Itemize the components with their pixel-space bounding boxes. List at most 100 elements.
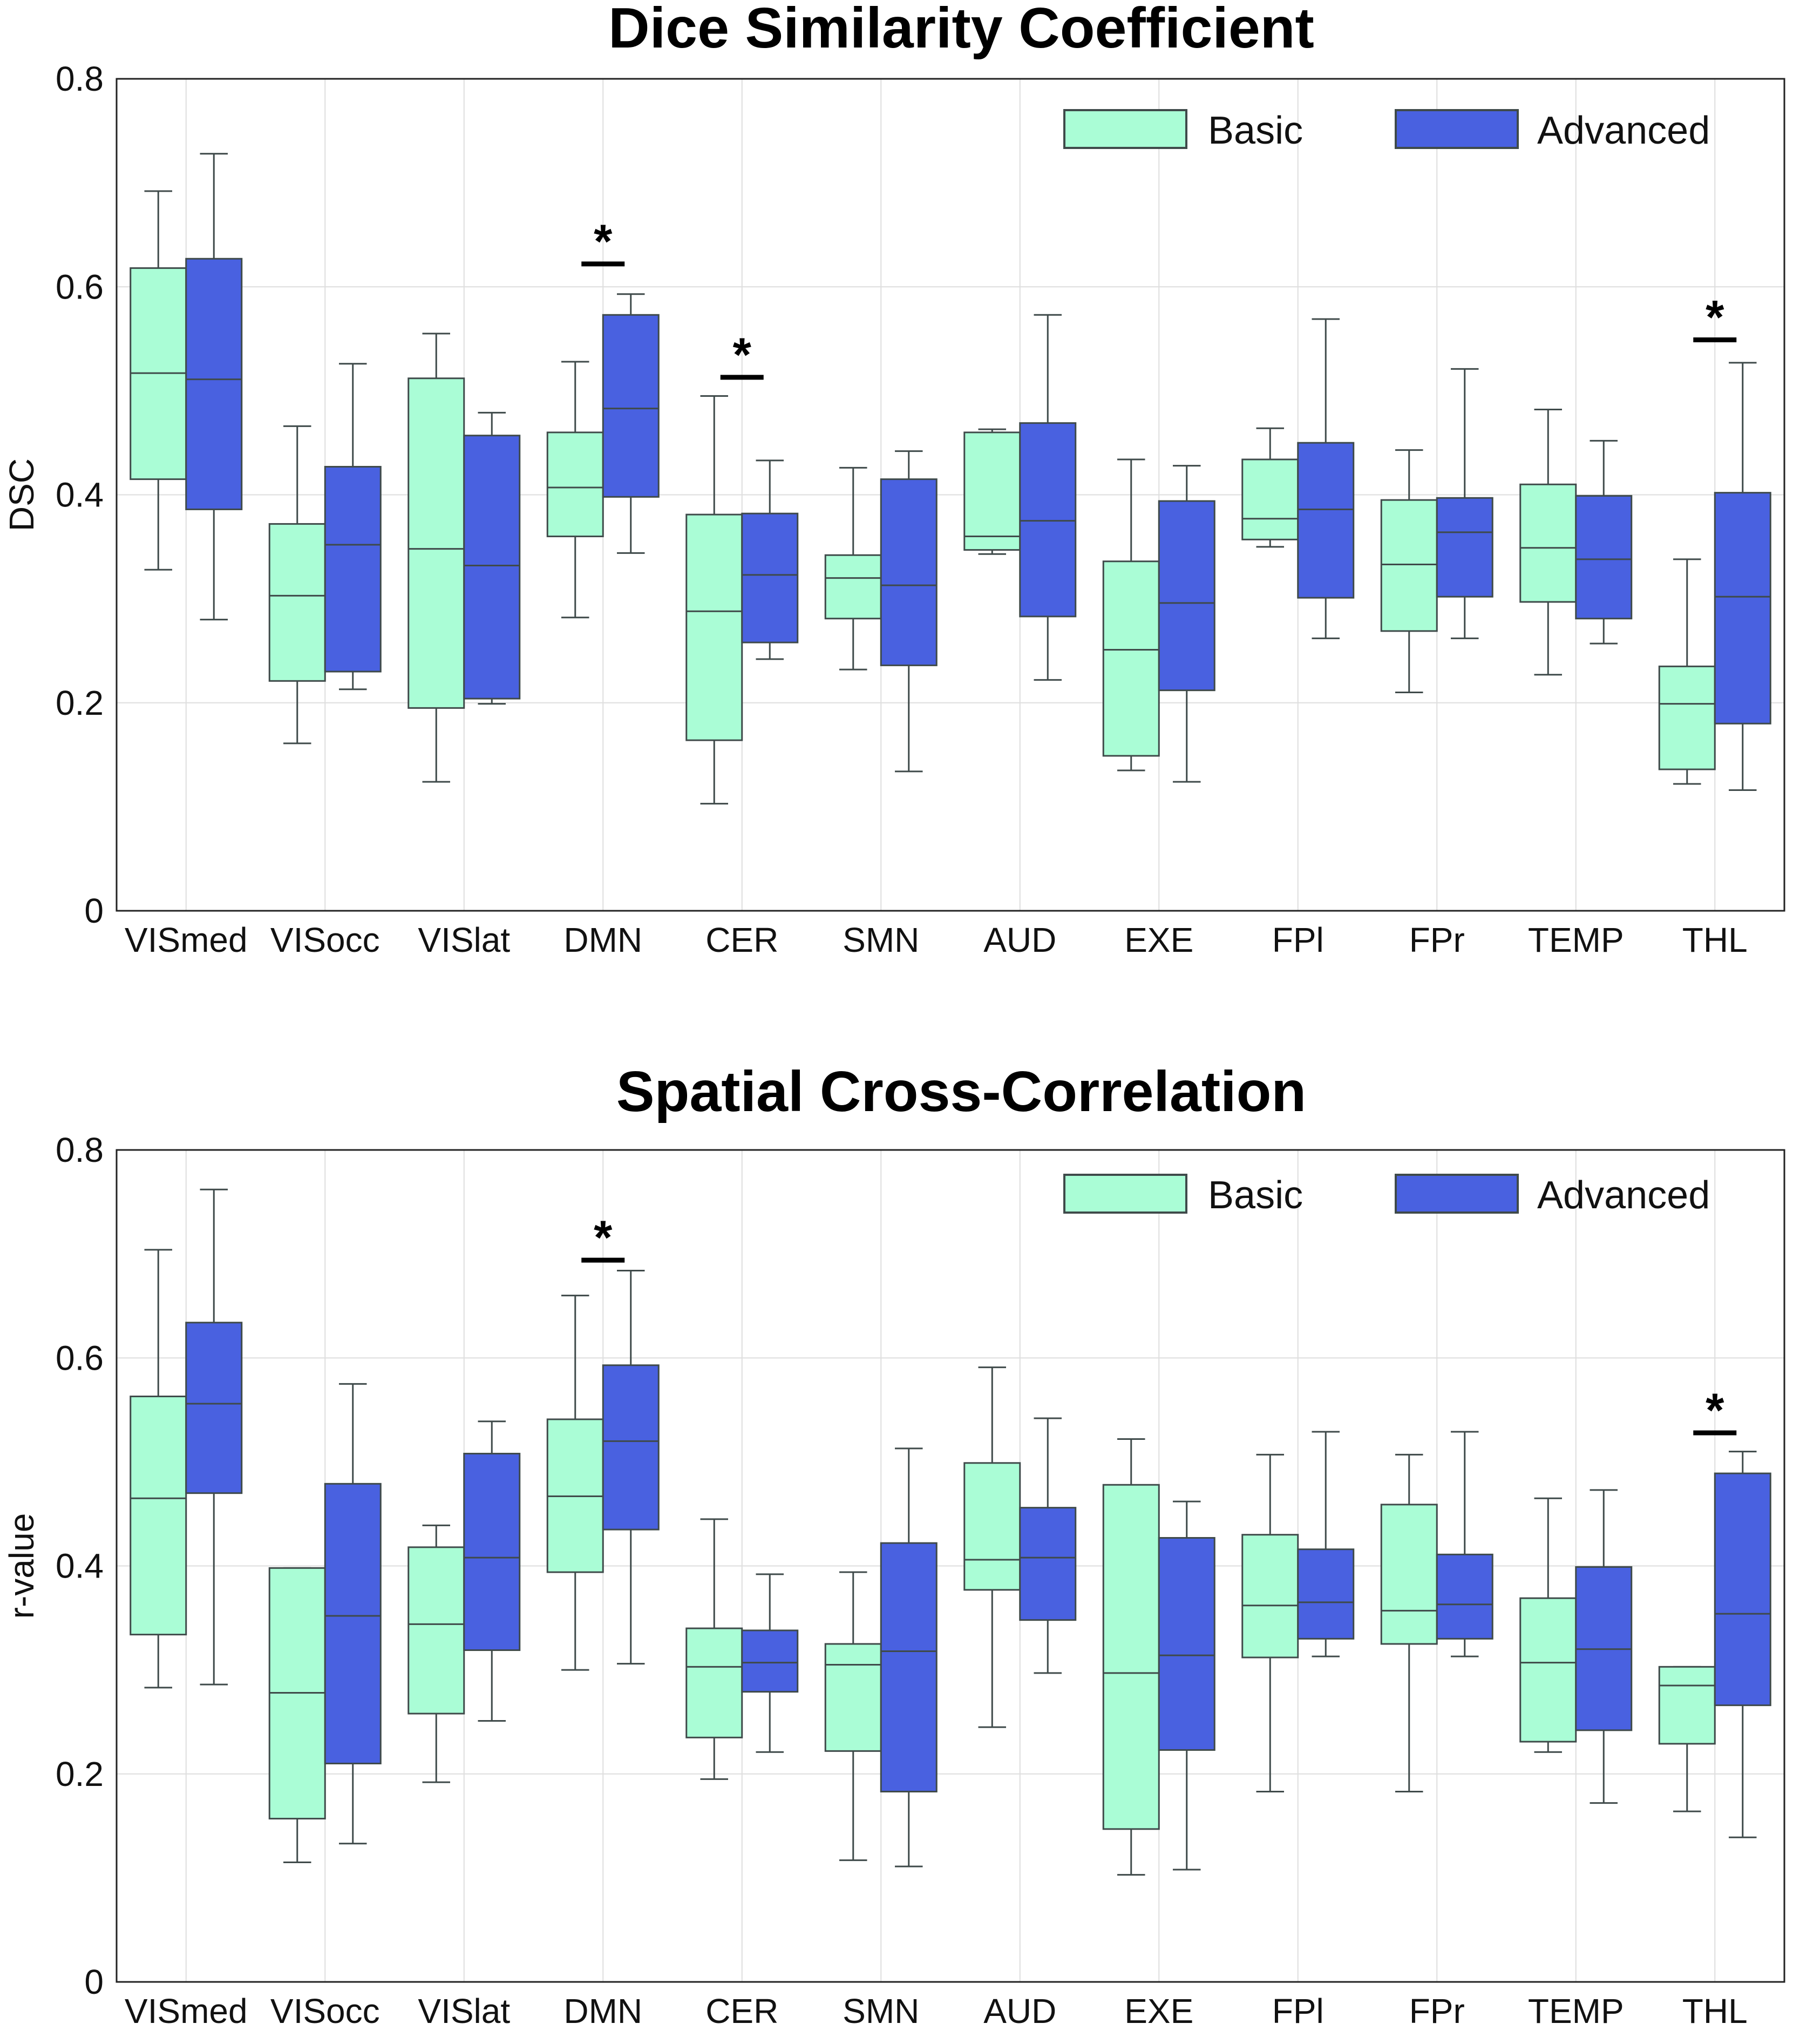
y-tick-label: 0.2 bbox=[56, 683, 104, 722]
x-tick-label: DMN bbox=[563, 921, 642, 959]
iqr-box bbox=[1158, 500, 1215, 692]
iqr-box bbox=[1658, 665, 1716, 770]
box-basic-exe bbox=[1102, 1438, 1160, 1876]
box-basic-thl bbox=[1658, 558, 1716, 785]
iqr-box bbox=[324, 465, 382, 673]
iqr-box bbox=[963, 1462, 1021, 1591]
significance-star: * bbox=[1706, 1383, 1724, 1437]
series-basic bbox=[130, 1249, 1716, 1876]
legend-label-basic: Basic bbox=[1208, 1174, 1303, 1217]
box-advanced-thl bbox=[1714, 362, 1771, 791]
x-tick-label: VISocc bbox=[270, 1992, 380, 2031]
box-advanced-fpl bbox=[1297, 1431, 1355, 1657]
legend-swatch-advanced bbox=[1395, 109, 1519, 149]
significance-star: * bbox=[594, 214, 613, 268]
iqr-box bbox=[324, 1483, 382, 1764]
y-axis-label: r-value bbox=[2, 1513, 41, 1619]
box-basic-vislat bbox=[408, 333, 465, 783]
box-basic-visocc bbox=[268, 1567, 326, 1863]
iqr-box bbox=[1019, 422, 1077, 618]
legend: Basic Advanced bbox=[1063, 109, 1710, 152]
box-basic-dmn bbox=[546, 1295, 604, 1671]
x-tick-label: TEMP bbox=[1528, 1992, 1624, 2031]
box-advanced-vislat bbox=[463, 1420, 521, 1722]
chart-title: Dice Similarity Coefficient bbox=[608, 0, 1314, 60]
series-advanced bbox=[185, 1188, 1771, 1871]
box-basic-vislat bbox=[408, 1524, 465, 1783]
iqr-box bbox=[408, 1546, 465, 1715]
iqr-box bbox=[824, 554, 882, 620]
box-basic-thl bbox=[1658, 1666, 1716, 1812]
iqr-box bbox=[1158, 1537, 1215, 1751]
box-advanced-cer bbox=[741, 1573, 799, 1753]
box-advanced-exe bbox=[1158, 465, 1215, 783]
box-advanced-aud bbox=[1019, 1417, 1077, 1674]
x-tick-label: CER bbox=[705, 1992, 778, 2031]
box-basic-aud bbox=[963, 428, 1021, 555]
iqr-box bbox=[1714, 492, 1771, 725]
y-tick-label: 0.8 bbox=[56, 1131, 104, 1169]
y-tick-label: 0 bbox=[84, 1962, 104, 2001]
y-axis-label: DSC bbox=[2, 458, 41, 531]
box-advanced-visocc bbox=[324, 363, 382, 691]
iqr-box bbox=[463, 1452, 521, 1652]
iqr-box bbox=[408, 377, 465, 709]
iqr-box bbox=[685, 513, 743, 741]
series-basic bbox=[130, 190, 1716, 805]
x-tick-label: VISmed bbox=[125, 921, 248, 959]
box-basic-visocc bbox=[268, 425, 326, 744]
y-tick-label: 0.4 bbox=[56, 476, 104, 515]
significance-star: * bbox=[594, 1210, 613, 1264]
iqr-box bbox=[602, 1364, 660, 1531]
iqr-box bbox=[741, 1629, 799, 1693]
x-tick-label: SMN bbox=[843, 1992, 919, 2031]
iqr-box bbox=[1436, 1553, 1493, 1640]
iqr-box bbox=[1519, 483, 1577, 603]
box-basic-temp bbox=[1519, 409, 1577, 676]
chart-2: Spatial Cross-Correlation 0 0.2 0.4 0.6 0.8 r-… bbox=[2, 1060, 1785, 2031]
legend-swatch-advanced bbox=[1395, 1174, 1519, 1214]
chart-1: Dice Similarity Coefficient 0 0.2 0.4 0.6 0.8… bbox=[2, 0, 1785, 959]
box-basic-fpl bbox=[1241, 1453, 1299, 1792]
x-tick-label: EXE bbox=[1124, 921, 1193, 959]
iqr-box bbox=[1714, 1472, 1771, 1707]
box-advanced-fpr bbox=[1436, 368, 1493, 639]
legend-swatch-basic bbox=[1063, 1174, 1187, 1214]
iqr-box bbox=[1575, 495, 1633, 620]
box-basic-fpr bbox=[1380, 449, 1438, 693]
box-advanced-visocc bbox=[324, 1383, 382, 1845]
box-basic-temp bbox=[1519, 1497, 1577, 1753]
box-advanced-vismed bbox=[185, 153, 243, 621]
iqr-box bbox=[1297, 1548, 1355, 1640]
y-tick-label: 0.8 bbox=[56, 59, 104, 98]
legend-label-advanced: Advanced bbox=[1537, 109, 1710, 152]
iqr-box bbox=[1102, 560, 1160, 757]
box-advanced-dmn bbox=[602, 1269, 660, 1665]
x-tick-label: AUD bbox=[983, 921, 1056, 959]
y-tick-label: 0.6 bbox=[56, 1338, 104, 1377]
y-tick-label: 0.2 bbox=[56, 1755, 104, 1793]
x-tick-label: FPl bbox=[1272, 1992, 1324, 2031]
iqr-box bbox=[268, 523, 326, 682]
plot-frame bbox=[116, 78, 1785, 912]
chart-title: Spatial Cross-Correlation bbox=[616, 1060, 1306, 1123]
iqr-box bbox=[1658, 1666, 1716, 1745]
iqr-box bbox=[463, 435, 521, 700]
x-tick-label: VISocc bbox=[270, 921, 380, 959]
box-basic-aud bbox=[963, 1366, 1021, 1728]
x-tick-label: THL bbox=[1682, 1992, 1748, 2031]
box-basic-cer bbox=[685, 395, 743, 805]
iqr-box bbox=[1019, 1507, 1077, 1621]
box-advanced-fpr bbox=[1436, 1431, 1493, 1657]
y-tick-label: 0.6 bbox=[56, 267, 104, 306]
legend-label-basic: Basic bbox=[1208, 109, 1303, 152]
iqr-box bbox=[1519, 1597, 1577, 1743]
box-basic-fpl bbox=[1241, 427, 1299, 548]
x-tick-label: VISlat bbox=[418, 921, 510, 959]
iqr-box bbox=[963, 431, 1021, 551]
x-tick-label: FPr bbox=[1409, 921, 1465, 959]
box-basic-cer bbox=[685, 1518, 743, 1780]
box-advanced-exe bbox=[1158, 1500, 1215, 1871]
iqr-box bbox=[824, 1643, 882, 1752]
iqr-box bbox=[1436, 497, 1493, 598]
